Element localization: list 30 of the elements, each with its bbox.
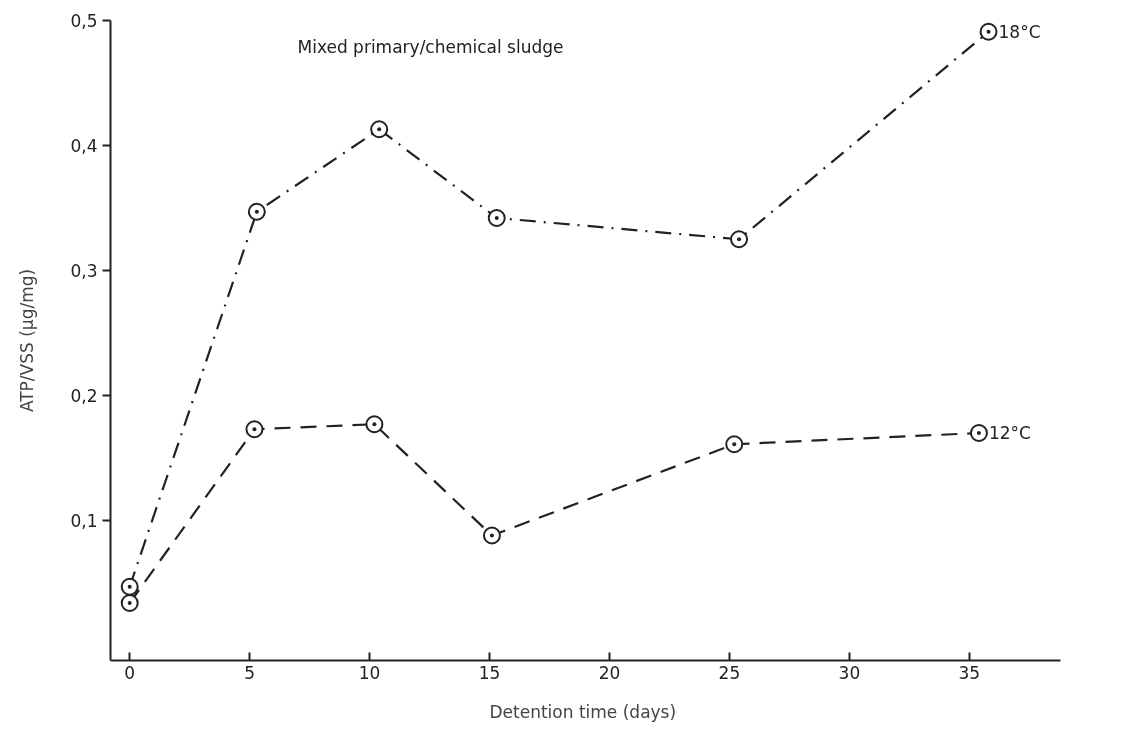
x-tick-label: 25: [718, 662, 741, 683]
y-tick-label: 0,4: [70, 136, 98, 156]
y-tick-label: 0,1: [70, 511, 98, 531]
point: [245, 420, 264, 439]
series-label: 12°C: [988, 423, 1031, 443]
point: [370, 120, 389, 139]
x-axis-title: Detention time (days): [489, 701, 677, 722]
point: [979, 22, 998, 41]
x-tick-label: 20: [598, 662, 621, 683]
x-tick-label: 0: [124, 662, 136, 683]
x-tick-label: 5: [244, 662, 256, 683]
x-tick-label: 35: [958, 662, 981, 683]
point: [120, 577, 139, 596]
x-tick-label: 15: [478, 662, 501, 683]
y-tick-label: 0,2: [70, 386, 98, 406]
text: Mixed primary/chemical sludge: [297, 36, 564, 57]
point: [365, 415, 384, 434]
series-label: 18°C: [998, 21, 1041, 42]
point: [725, 435, 744, 454]
point: [120, 594, 139, 612]
point: [247, 202, 266, 221]
x-tick-label: 30: [838, 662, 861, 683]
point: [487, 209, 506, 227]
point: [730, 230, 749, 249]
x-tick-label: 10: [358, 662, 381, 683]
point: [969, 424, 988, 442]
y-tick-label: 0,3: [70, 261, 98, 281]
y-axis-title: ATP/VSS (µg/mg): [17, 268, 38, 413]
point: [482, 526, 501, 545]
y-tick-label: 0,5: [70, 11, 98, 31]
